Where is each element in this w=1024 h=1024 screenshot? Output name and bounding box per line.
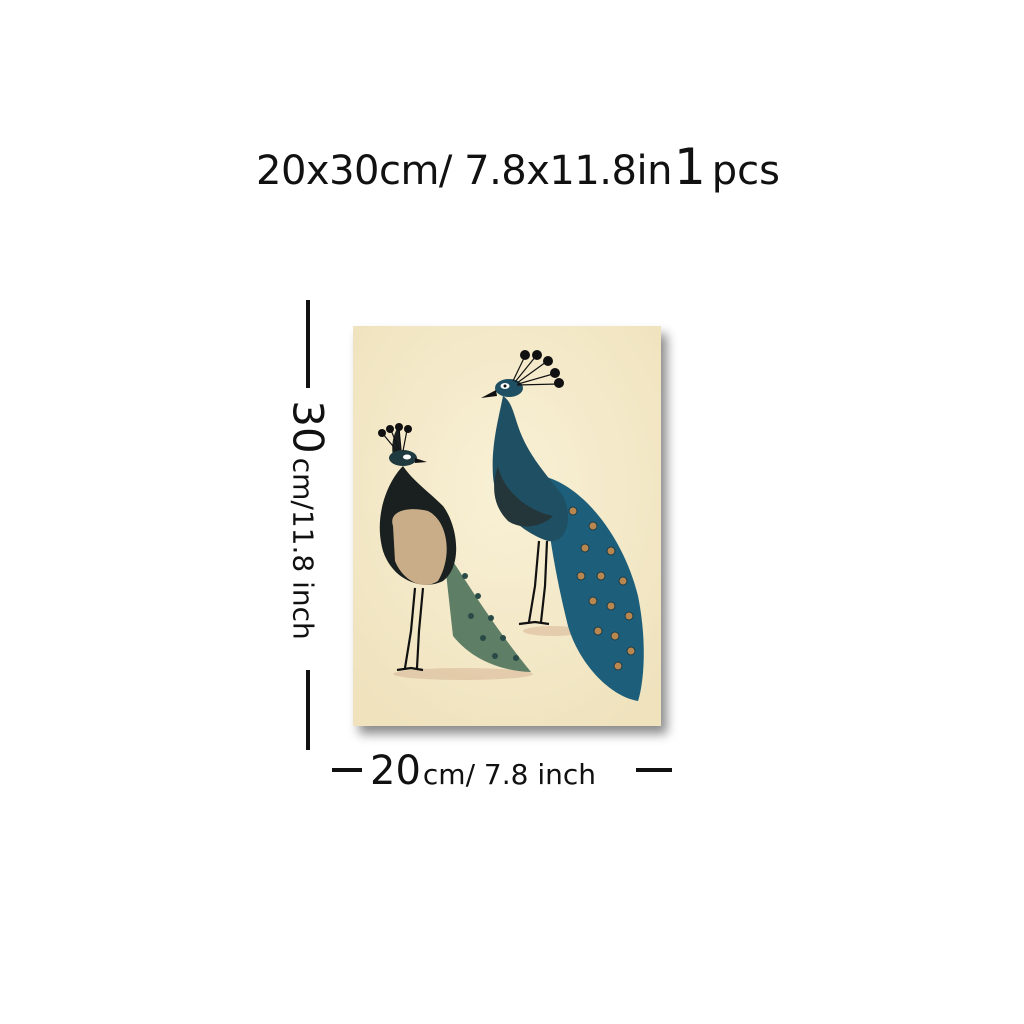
width-dimension-line-left [332,768,362,772]
left-peacock-crest [378,423,412,437]
right-peacock-beak [481,390,497,398]
quantity-number: 1 [673,138,706,196]
product-size-title: 20x30cm/ 7.8x11.8in 1 pcs [256,138,780,198]
left-peacock-legs [396,587,425,672]
right-peacock-legs [518,540,550,626]
size-spec-text: 20x30cm/ 7.8x11.8in [256,148,672,194]
canvas-print-artwork [353,326,661,726]
left-peacock-head [389,450,417,466]
right-peacock-crest [520,350,564,388]
height-dimension-label: 30 cm/11.8 inch [284,400,333,639]
left-peacock-tail [443,546,531,672]
left-peacock [378,423,531,672]
width-unit: cm/ 7.8 inch [422,758,597,791]
right-peacock-tail [543,476,644,701]
right-peacock-head [495,379,523,397]
width-dimension-label: 20 cm/ 7.8 inch [370,748,596,794]
height-unit: cm/11.8 inch [286,457,320,640]
width-value: 20 [370,748,421,794]
width-dimension-line-right [636,768,672,772]
left-peacock-beak [415,458,427,463]
ground-shadow-left [393,668,533,680]
left-peacock-wing [392,509,447,585]
height-dimension-line-top [306,300,310,388]
height-dimension-line-bottom [306,670,310,750]
right-peacock [481,350,644,701]
peacock-illustration [353,326,661,726]
ground-shadow-right [523,626,583,636]
height-value: 30 [283,400,333,454]
quantity-unit: pcs [711,148,780,194]
